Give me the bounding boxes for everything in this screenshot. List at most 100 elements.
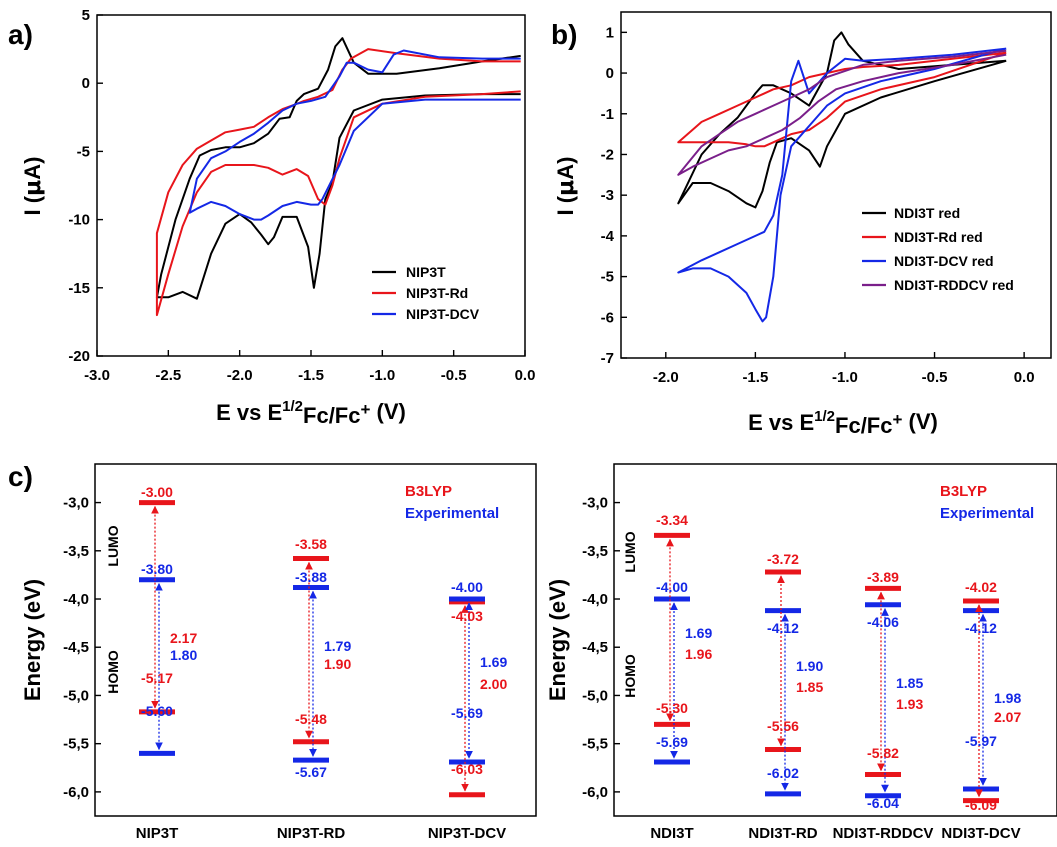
- y-tick-label: -4,0: [582, 591, 608, 608]
- panel-c-key-b3lyp: B3LYP: [405, 483, 452, 500]
- y-tick-label: -3,5: [63, 543, 89, 560]
- gap-value-label: 2.00: [480, 676, 507, 692]
- level-value-label: -5.67: [295, 764, 327, 780]
- y-tick-label: -5,5: [582, 736, 608, 753]
- y-tick-label: 1: [606, 24, 614, 41]
- level-value-label: -3.89: [867, 569, 899, 585]
- legend-ndi3t-dcv-red: NDI3T-DCV red: [894, 253, 994, 269]
- y-tick-label: 0: [606, 65, 614, 82]
- panel-d-frame: [613, 463, 1057, 817]
- x-tick-label: -2.0: [227, 367, 253, 384]
- x-tick-label: -1.5: [298, 367, 324, 384]
- x-tick-label: -3.0: [84, 367, 110, 384]
- panel-d-y-axis-title: Energy (eV): [545, 579, 570, 701]
- panel-c-y-axis-title: Energy (eV): [20, 579, 45, 701]
- panel-c-frame: [94, 463, 537, 817]
- y-tick-label: -3,5: [582, 543, 608, 560]
- panel-c-homo-label: HOMO: [105, 650, 121, 694]
- y-tick-label: -5,5: [63, 736, 89, 753]
- legend-nip3t-dcv: NIP3T-DCV: [406, 306, 480, 322]
- gap-value-label: 1.80: [170, 647, 197, 663]
- y-tick-label: -4,5: [582, 639, 608, 656]
- y-tick-label: -5,0: [63, 687, 89, 704]
- panel-b-series: [677, 31, 1007, 323]
- y-tick-label: -4,5: [63, 639, 89, 656]
- y-tick-label: -3: [601, 187, 614, 204]
- gap-value-label: 1.69: [480, 654, 507, 670]
- panel-b-y-axis-title: I (μA): [553, 157, 579, 216]
- category-label: NDI3T-DCV: [941, 825, 1020, 842]
- panel-a-x-ticks: -3.0 -2.5 -2.0 -1.5 -1.0 -0.5 0.0: [84, 350, 535, 384]
- y-tick-label: -7: [601, 350, 614, 367]
- legend-ndi3t-rddcv-red: NDI3T-RDDCV red: [894, 277, 1014, 293]
- gap-value-label: 1.69: [685, 625, 712, 641]
- y-tick-label: -20: [68, 348, 90, 365]
- level-value-label: -5.60: [141, 703, 173, 719]
- level-value-label: -4.12: [767, 620, 799, 636]
- panel-b-frame: [620, 11, 1052, 359]
- y-tick-label: -6,0: [63, 784, 89, 801]
- gap-value-label: 1.90: [796, 658, 823, 674]
- series-nip3t-dcv: [188, 49, 521, 221]
- panel-c: c) -3,0-3,5-4,0-4,5-5,0-5,5-6,0 -3.00-3.…: [8, 461, 537, 842]
- y-tick-label: -5: [77, 143, 90, 160]
- series-ndi3t-rd-red: [677, 51, 1007, 148]
- category-label: NIP3T-RD: [277, 825, 346, 842]
- panel-c-letter: c): [8, 461, 33, 492]
- panel-c-levels: -3.00 -3.80 -5.17 -5.60 2.171.80 NIP3T -3.58 -3…: [136, 484, 508, 842]
- gap-value-label: 1.85: [896, 675, 923, 691]
- level-value-label: -4.06: [867, 614, 899, 630]
- level-value-label: -6.02: [767, 765, 799, 781]
- level-value-label: -5.48: [295, 711, 327, 727]
- panel-d: -3,0-3,5-4,0-4,5-5,0-5,5-6,0 -3.34-4.00-…: [545, 463, 1057, 842]
- panel-b-legend: NDI3T red NDI3T-Rd red NDI3T-DCV red NDI…: [862, 205, 1014, 293]
- y-tick-label: -1: [601, 106, 614, 123]
- panel-d-key-experimental: Experimental: [940, 505, 1034, 522]
- panel-d-lumo-label: LUMO: [622, 531, 638, 572]
- y-tick-label: -6: [601, 309, 614, 326]
- level-value-label: -5.30: [656, 700, 688, 716]
- y-tick-label: -3,0: [582, 495, 608, 512]
- category-label: NIP3T-DCV: [428, 825, 506, 842]
- y-tick-label: -15: [68, 280, 90, 297]
- panel-b-x-ticks: -2.0 -1.5 -1.0 -0.5 0.0: [653, 352, 1035, 386]
- gap-value-label: 1.98: [994, 690, 1021, 706]
- gap-value-label: 1.93: [896, 696, 923, 712]
- panel-a-frame: [96, 14, 526, 357]
- category-label: NIP3T: [136, 825, 179, 842]
- level-value-label: -4.12: [965, 620, 997, 636]
- panel-c-y-ticks: -3,0 -3,5 -4,0 -4,5 -5,0 -5,5 -6,0: [63, 495, 101, 801]
- x-tick-label: -0.5: [922, 369, 948, 386]
- panel-d-homo-label: HOMO: [622, 654, 638, 698]
- level-value-label: -5.97: [965, 733, 997, 749]
- level-value-label: -5.82: [867, 745, 899, 761]
- y-tick-label: -10: [68, 212, 90, 229]
- panel-b-x-axis-title: E vs E1/2Fc/Fc+ (V): [748, 408, 938, 438]
- y-tick-label: -2: [601, 146, 614, 163]
- x-tick-label: -2.5: [155, 367, 181, 384]
- level-value-label: -4.02: [965, 579, 997, 595]
- gap-value-label: 1.96: [685, 646, 712, 662]
- y-tick-label: 5: [82, 7, 90, 24]
- x-tick-label: 0.0: [515, 367, 536, 384]
- panel-d-key-b3lyp: B3LYP: [940, 483, 987, 500]
- gap-value-label: 1.79: [324, 638, 351, 654]
- category-label: NDI3T-RDDCV: [833, 825, 934, 842]
- panel-d-levels: -3.34 -4.00 -5.30 -5.69 1.69 1.96 NDI3T -3.72 -4…: [650, 512, 1021, 842]
- panel-b: b) 10-1-2-3-4-5-6-7 -2.0 -1.5 -1.0 -0.5 0.0 …: [551, 11, 1052, 438]
- series-ndi3t-rddcv-red: [677, 49, 1007, 176]
- series-nip3t-rd: [155, 48, 521, 317]
- gap-value-label: 1.90: [324, 656, 351, 672]
- series-ndi3t-dcv-red: [677, 47, 1007, 323]
- legend-nip3t-rd: NIP3T-Rd: [406, 285, 468, 301]
- panel-a: a) 5 0 -5 -10 -15 -20 -3.0 -2.5 -2.0 -1.5 -1.0 -0.…: [8, 7, 535, 428]
- panel-d-y-ticks: -3,0 -3,5 -4,0 -4,5 -5,0 -5,5 -6,0: [582, 495, 620, 801]
- panel-c-lumo-label: LUMO: [105, 525, 121, 566]
- level-value-label: -6.03: [451, 761, 483, 777]
- level-value-label: -5.17: [141, 670, 173, 686]
- level-value-label: -4.00: [451, 579, 483, 595]
- level-value-label: -3.00: [141, 484, 173, 500]
- panel-c-key-experimental: Experimental: [405, 505, 499, 522]
- level-value-label: -3.72: [767, 551, 799, 567]
